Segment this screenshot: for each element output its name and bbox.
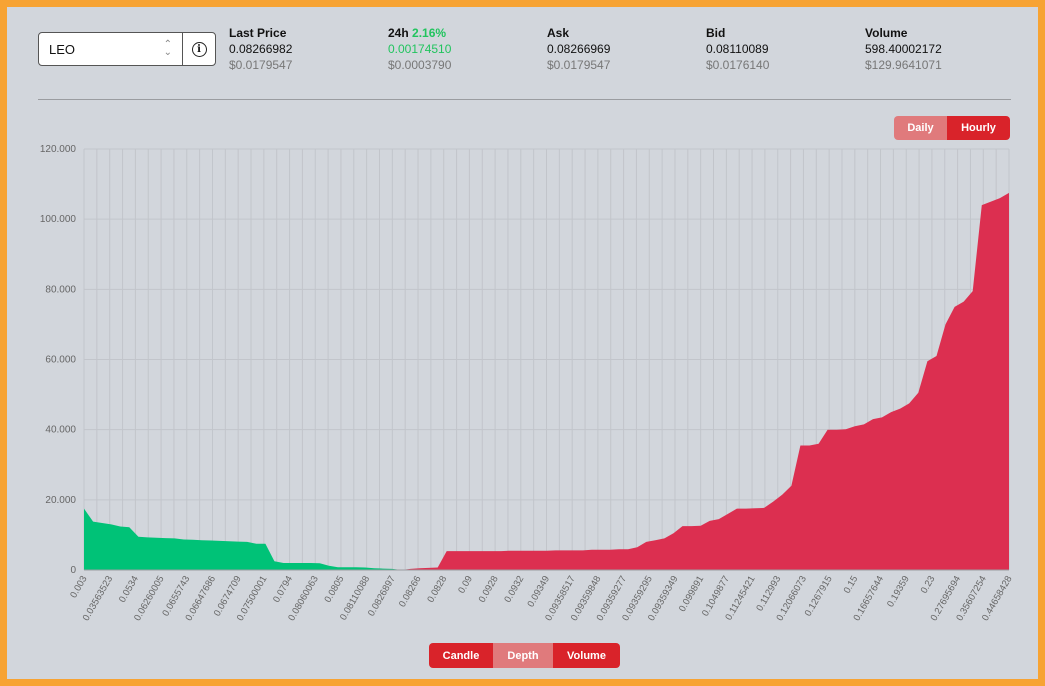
change-percent: 2.16% (412, 26, 447, 40)
stat-value: 0.08266969 (547, 42, 611, 56)
y-tick-label: 40.000 (45, 425, 76, 436)
y-tick-label: 100.000 (40, 214, 77, 225)
stat-ask: Ask 0.08266969 $0.0179547 (547, 25, 610, 73)
stat-label: Ask (547, 26, 570, 40)
x-tick-label: 0.0828 (425, 574, 449, 605)
depth-button[interactable]: Depth (493, 643, 553, 668)
period-toggle: Daily Hourly (894, 116, 1010, 140)
ask-depth-area (401, 192, 1009, 570)
x-tick-label: 0.0932 (502, 574, 526, 605)
chevron-up-down-icon: ⌃ ⌄ (163, 39, 172, 58)
x-tick-label: 0.19359 (885, 574, 912, 609)
symbol-value: LEO (49, 41, 76, 57)
stat-volume: Volume 598.40002172 $129.9641071 (865, 25, 942, 73)
x-tick-label: 0.0805 (322, 574, 346, 605)
x-tick-label: 0.15 (842, 574, 861, 596)
x-tick-label: 0.0534 (117, 574, 141, 605)
x-tick-label: 0.09349 (525, 574, 552, 609)
stat-label: Volume (865, 26, 908, 40)
chart-view-toggle: Candle Depth Volume (429, 643, 620, 668)
stat-value: 598.40002172 (865, 42, 942, 56)
stat-label: 24h (388, 26, 409, 40)
y-tick-label: 80.000 (45, 284, 76, 295)
x-tick-label: 0.003 (68, 574, 89, 600)
stat-usd: $0.0176140 (706, 58, 770, 72)
x-tick-label: 0.0794 (271, 574, 295, 605)
stat-usd: $0.0179547 (229, 58, 293, 72)
stat-last-price: Last Price 0.08266982 $0.0179547 (229, 25, 292, 73)
stat-value: 0.08110089 (706, 42, 769, 56)
stat-value: 0.00174510 (388, 42, 452, 56)
stat-usd: $0.0179547 (547, 58, 611, 72)
volume-button[interactable]: Volume (553, 643, 620, 668)
y-tick-label: 60.000 (45, 355, 76, 366)
stat-label: Last Price (229, 26, 287, 40)
stat-24h: 24h 2.16% 0.00174510 $0.0003790 (388, 25, 451, 73)
y-tick-label: 120.000 (40, 144, 77, 155)
x-tick-label: 0.0928 (477, 574, 501, 605)
x-tick-label: 0.09 (456, 574, 475, 596)
hourly-button[interactable]: Hourly (947, 116, 1010, 140)
symbol-select[interactable]: LEO ⌃ ⌄ (39, 33, 182, 65)
y-tick-label: 0 (70, 565, 76, 576)
x-tick-label: 0.23 (919, 574, 938, 596)
stat-bid: Bid 0.08110089 $0.0176140 (706, 25, 769, 73)
bid-depth-area (84, 508, 402, 570)
header-divider (38, 99, 1011, 100)
candle-button[interactable]: Candle (429, 643, 493, 668)
stat-label: Bid (706, 26, 726, 40)
depth-chart: 0 20.000 40.000 60.000 80.000 100.000 120.000 0… (40, 144, 1015, 623)
info-icon: i (191, 41, 207, 57)
x-tick-label: 0.112993 (754, 574, 783, 613)
info-button[interactable]: i (182, 33, 215, 65)
y-tick-label: 20.000 (45, 495, 76, 506)
x-tick-label: 0.08266 (397, 574, 424, 609)
stat-usd: $0.0003790 (388, 58, 452, 72)
stat-usd: $129.9641071 (865, 58, 942, 72)
symbol-selector[interactable]: LEO ⌃ ⌄ i (38, 32, 216, 66)
daily-button[interactable]: Daily (894, 116, 947, 140)
stat-value: 0.08266982 (229, 42, 293, 56)
